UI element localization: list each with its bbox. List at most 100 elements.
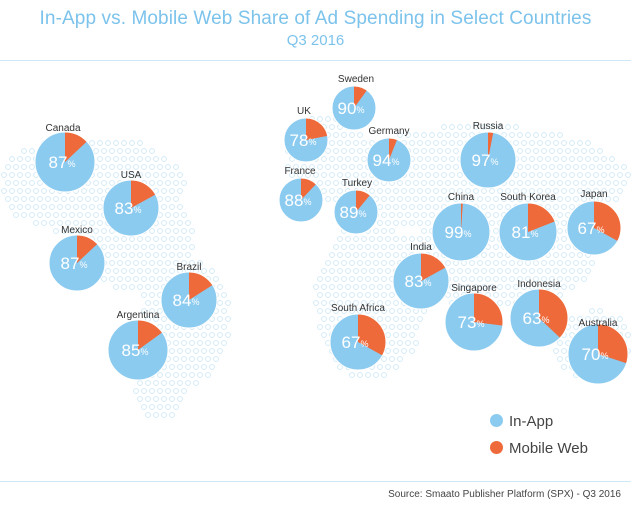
map-dot bbox=[525, 180, 531, 186]
map-dot bbox=[53, 212, 59, 218]
map-dot bbox=[409, 316, 415, 322]
map-dot bbox=[37, 180, 43, 186]
source-note: Source: Smaato Publisher Platform (SPX) … bbox=[388, 489, 621, 500]
pie-outline bbox=[566, 200, 622, 256]
map-dot bbox=[545, 268, 551, 274]
map-dot bbox=[157, 244, 163, 250]
map-dot bbox=[357, 180, 363, 186]
map-dot bbox=[413, 340, 419, 346]
map-dot bbox=[525, 132, 531, 138]
map-dot bbox=[409, 204, 415, 210]
slice-mobile-web-china bbox=[461, 203, 463, 232]
map-dot bbox=[357, 372, 363, 378]
map-dot bbox=[161, 316, 167, 322]
map-dot bbox=[165, 228, 171, 234]
map-dot bbox=[481, 188, 487, 194]
slice-mobile-web-sweden bbox=[354, 86, 367, 108]
map-dot bbox=[177, 252, 183, 258]
map-dot bbox=[397, 132, 403, 138]
map-dot bbox=[13, 212, 19, 218]
map-dot bbox=[569, 156, 575, 162]
map-dot bbox=[621, 324, 627, 330]
map-dot bbox=[185, 364, 191, 370]
map-dot bbox=[557, 164, 563, 170]
map-dot bbox=[189, 228, 195, 234]
map-dot bbox=[425, 140, 431, 146]
map-dot bbox=[201, 268, 207, 274]
map-dot bbox=[525, 164, 531, 170]
map-dot bbox=[545, 156, 551, 162]
map-dot bbox=[597, 180, 603, 186]
map-dot bbox=[545, 172, 551, 178]
country-label-argentina: Argentina bbox=[117, 310, 160, 321]
map-dot bbox=[393, 204, 399, 210]
map-dot bbox=[9, 204, 15, 210]
map-dot bbox=[333, 132, 339, 138]
map-dot bbox=[133, 164, 139, 170]
map-dot bbox=[173, 372, 179, 378]
map-dot bbox=[165, 324, 171, 330]
map-dot bbox=[173, 244, 179, 250]
map-dot bbox=[569, 188, 575, 194]
map-dot bbox=[189, 244, 195, 250]
map-dot bbox=[65, 204, 71, 210]
country-label-china: China bbox=[448, 192, 475, 203]
map-dot bbox=[181, 244, 187, 250]
map-dot bbox=[125, 148, 131, 154]
map-dot bbox=[445, 180, 451, 186]
map-dot bbox=[369, 300, 375, 306]
pie-outline bbox=[366, 137, 412, 183]
map-dot bbox=[441, 124, 447, 130]
map-dot bbox=[293, 164, 299, 170]
map-dot bbox=[509, 196, 515, 202]
map-dot bbox=[369, 188, 375, 194]
map-dot bbox=[513, 268, 519, 274]
map-dot bbox=[561, 268, 567, 274]
map-dot bbox=[409, 332, 415, 338]
pie-outline bbox=[102, 179, 160, 237]
map-dot bbox=[517, 180, 523, 186]
map-dot bbox=[405, 212, 411, 218]
map-dot bbox=[113, 268, 119, 274]
map-dot bbox=[501, 260, 507, 266]
map-dot bbox=[393, 300, 399, 306]
map-dot bbox=[137, 252, 143, 258]
map-dot bbox=[149, 292, 155, 298]
map-dot bbox=[121, 236, 127, 242]
map-dot bbox=[573, 196, 579, 202]
map-dot bbox=[165, 260, 171, 266]
map-dot bbox=[385, 300, 391, 306]
map-dot bbox=[361, 236, 367, 242]
map-dot bbox=[149, 260, 155, 266]
map-dot bbox=[425, 220, 431, 226]
slice-mobile-web-singapore bbox=[474, 293, 504, 326]
map-dot bbox=[565, 260, 571, 266]
map-dot bbox=[613, 164, 619, 170]
map-dot bbox=[141, 244, 147, 250]
map-dot bbox=[181, 356, 187, 362]
legend-mobile-web-swatch bbox=[490, 441, 503, 454]
map-dot bbox=[405, 196, 411, 202]
pie-uk: 78%UK bbox=[283, 106, 329, 163]
map-dot bbox=[493, 276, 499, 282]
map-dot bbox=[337, 172, 343, 178]
map-dot bbox=[605, 180, 611, 186]
map-dot bbox=[505, 300, 511, 306]
map-dot bbox=[441, 172, 447, 178]
map-dot bbox=[521, 156, 527, 162]
map-dot bbox=[97, 236, 103, 242]
map-dot bbox=[61, 196, 67, 202]
map-dot bbox=[333, 180, 339, 186]
map-dot bbox=[585, 140, 591, 146]
map-dot bbox=[97, 188, 103, 194]
map-dot bbox=[357, 132, 363, 138]
map-dot bbox=[361, 156, 367, 162]
map-dot bbox=[217, 316, 223, 322]
map-dot bbox=[221, 292, 227, 298]
map-dot bbox=[453, 292, 459, 298]
map-dot bbox=[413, 164, 419, 170]
slice-mobile-web-south-africa bbox=[358, 314, 386, 356]
map-dot bbox=[29, 212, 35, 218]
map-dot bbox=[157, 276, 163, 282]
map-dot bbox=[193, 348, 199, 354]
